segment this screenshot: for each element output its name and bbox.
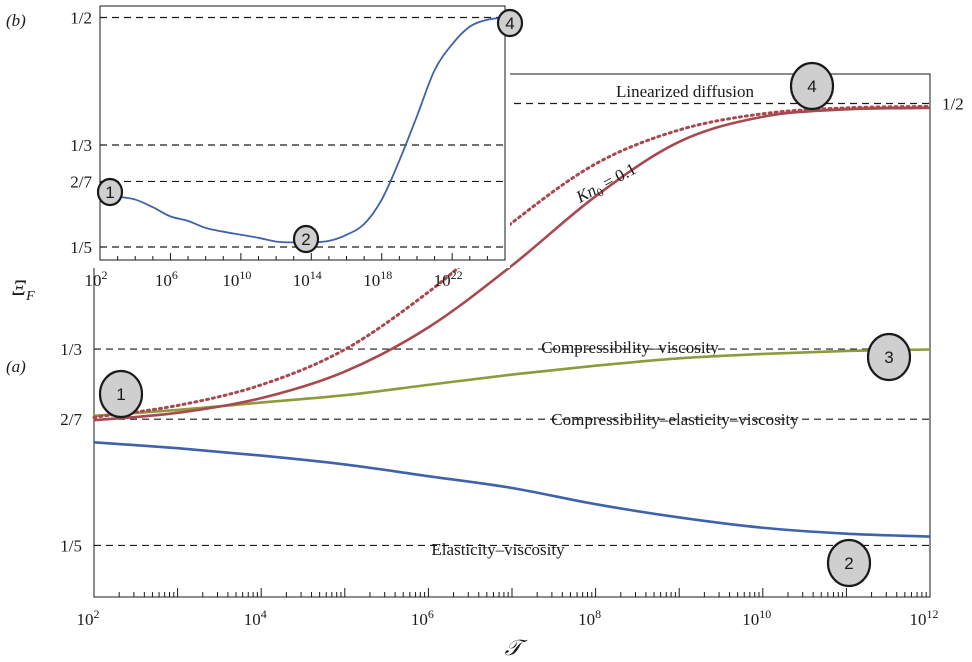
y-tick-label-a: 2/7 bbox=[60, 410, 82, 429]
inset-background bbox=[46, 0, 510, 268]
badge-a-3-label: 3 bbox=[884, 348, 893, 367]
x-tick-label-b: 1022 bbox=[434, 268, 463, 290]
right-tick-label-a: 1/2 bbox=[942, 94, 964, 113]
x-tick-label-a: 106 bbox=[411, 607, 434, 629]
reference-line-label: Elasticity–viscosity bbox=[431, 540, 565, 559]
badge-b-2 bbox=[292, 224, 320, 254]
reference-line-label: Linearized diffusion bbox=[616, 82, 755, 101]
series-line-blue bbox=[93, 441, 931, 538]
curve-label: Kn0 = 0.1 bbox=[572, 159, 641, 209]
plot-frame-b bbox=[99, 5, 506, 261]
x-tick-label-a: 102 bbox=[77, 607, 100, 629]
panel-b: 1/5 2/7 1/3 1/2 102 106 1010 1014 1018 1022 1 2 4 (b) bbox=[6, 5, 524, 290]
panel-a: Linearized diffusion Compressibility–visc… bbox=[6, 61, 964, 660]
badge-a-2-label: 2 bbox=[844, 554, 853, 573]
badge-b-1 bbox=[96, 177, 124, 207]
badge-a-2 bbox=[826, 538, 872, 588]
reference-line-label: Compressibility–viscosity bbox=[541, 338, 719, 357]
x-axis-label: 𝒯 bbox=[505, 635, 529, 660]
badge-b-1-label: 1 bbox=[105, 183, 114, 202]
x-tick-label-a: 108 bbox=[578, 607, 601, 629]
y-tick-label-a: 1/5 bbox=[60, 536, 82, 555]
reference-line-label: Compressibility–elasticity–viscosity bbox=[551, 410, 799, 429]
badge-b-4 bbox=[496, 8, 524, 38]
badge-a-1-label: 1 bbox=[116, 385, 125, 404]
x-tick-label-b: 1010 bbox=[222, 268, 251, 290]
series-line-red bbox=[93, 106, 931, 422]
x-tick-label-b: 102 bbox=[85, 268, 108, 290]
x-tick-label-b: 1014 bbox=[293, 268, 322, 290]
badge-b-2-label: 2 bbox=[301, 230, 310, 249]
badge-a-3 bbox=[866, 332, 912, 382]
y-tick-label-b: 2/7 bbox=[70, 172, 92, 191]
y-tick-label-a: 1/3 bbox=[60, 340, 82, 359]
y-tick-label-b: 1/3 bbox=[70, 136, 92, 155]
badge-a-1 bbox=[98, 369, 144, 419]
series-line-red-dotted bbox=[92, 104, 932, 419]
x-tick-label-a: 1012 bbox=[910, 607, 939, 629]
x-tick-label-b: 1018 bbox=[363, 268, 392, 290]
panel-label-a: (a) bbox=[6, 357, 26, 376]
y-tick-label-b: 1/5 bbox=[70, 238, 92, 257]
y-tick-label-b: 1/2 bbox=[70, 8, 92, 27]
badge-a-4-label: 4 bbox=[807, 77, 816, 96]
badge-a-4 bbox=[789, 61, 835, 111]
badge-b-4-label: 4 bbox=[505, 14, 514, 33]
x-tick-label-b: 106 bbox=[155, 268, 178, 290]
x-tick-label-a: 1010 bbox=[742, 607, 771, 629]
x-tick-label-a: 104 bbox=[244, 607, 267, 629]
panel-label-b: (b) bbox=[6, 11, 26, 30]
y-axis-label: ΞF bbox=[12, 275, 35, 304]
